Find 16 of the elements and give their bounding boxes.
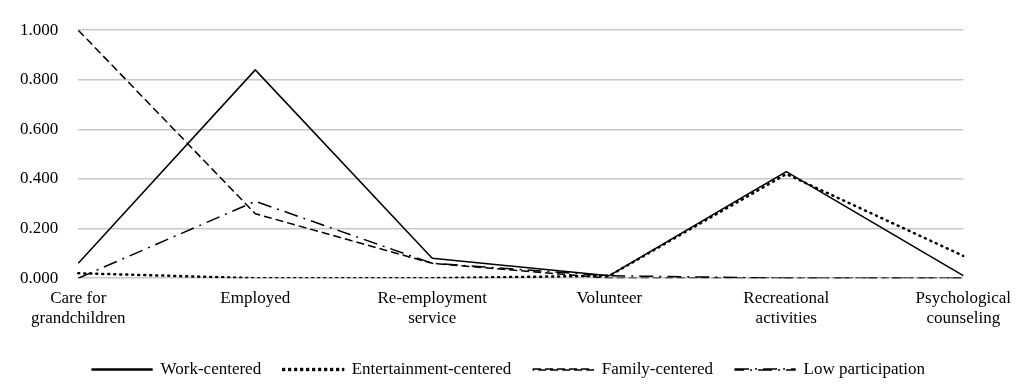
legend-label: Work-centered	[160, 358, 262, 378]
legend-label: Entertainment-centered	[351, 358, 512, 378]
y-tick-label: 0.000	[20, 267, 59, 287]
x-tick-label: Volunteer	[576, 287, 643, 307]
x-tick-label: Psychological counseling	[915, 287, 1012, 328]
y-tick-label: 0.200	[20, 218, 59, 238]
y-tick-label: 0.400	[20, 168, 59, 188]
y-tick-label: 0.600	[20, 118, 59, 138]
y-tick-label: 0.800	[20, 69, 59, 89]
legend-label: Low participation	[803, 358, 926, 378]
y-tick-label: 1.000	[20, 19, 59, 39]
x-tick-label: Employed	[220, 287, 291, 307]
x-tick-label: Re-employment service	[377, 287, 488, 328]
x-tick-label: Recreational activities	[743, 287, 830, 328]
legend-label: Family-centered	[601, 358, 714, 378]
x-tick-label: Care for grandchildren	[31, 287, 126, 328]
